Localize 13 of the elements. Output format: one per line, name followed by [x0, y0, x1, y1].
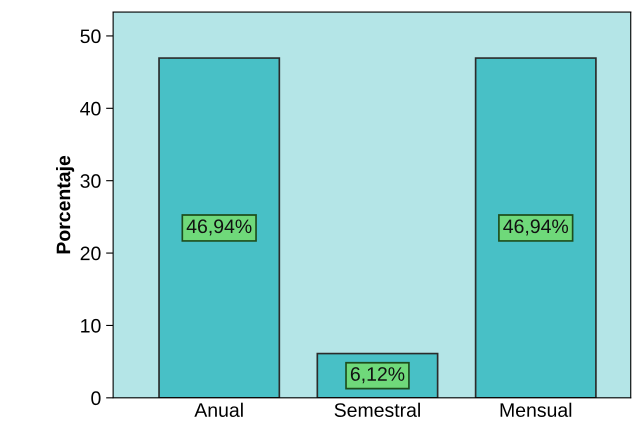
- data-label: 46,94%: [186, 219, 252, 236]
- y-tick-label: 30: [80, 174, 101, 188]
- data-label: 6,12%: [350, 367, 404, 384]
- x-tick-label: Anual: [194, 402, 243, 417]
- x-tick-label: Mensual: [500, 402, 572, 417]
- y-tick-label: 0: [91, 391, 101, 406]
- y-tick-label: 10: [81, 318, 101, 333]
- y-tick-label: 50: [80, 29, 101, 44]
- y-axis-title: Porcentaje: [56, 156, 74, 254]
- y-tick-label: 40: [80, 102, 101, 116]
- data-label: 46,94%: [503, 219, 568, 236]
- y-tick-label: 20: [80, 246, 101, 260]
- x-tick-label: Semestral: [334, 402, 420, 417]
